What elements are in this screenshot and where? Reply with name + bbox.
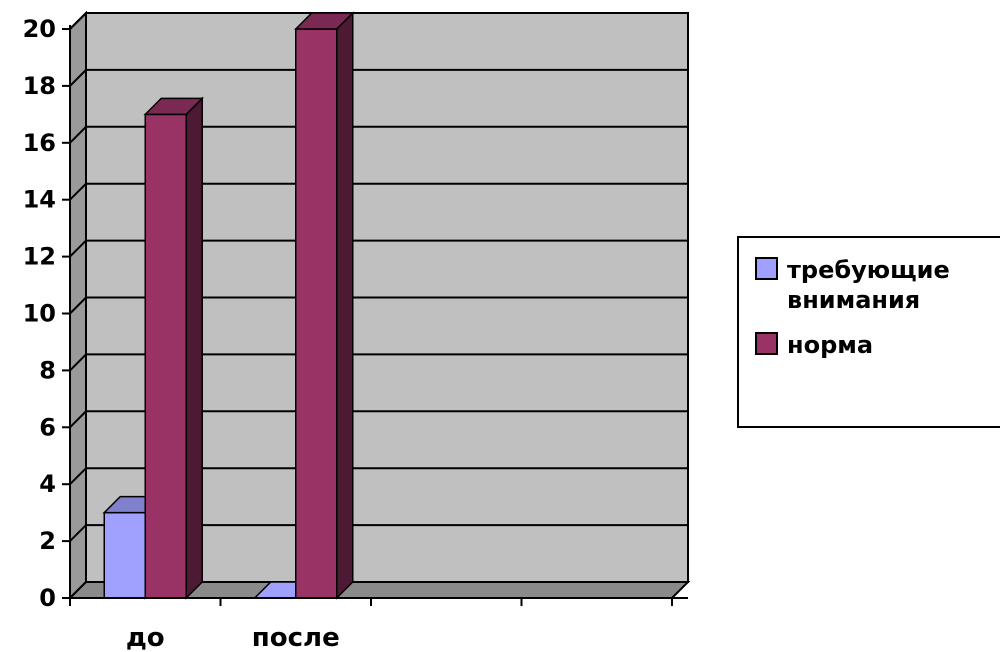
- bar-front: [295, 28, 338, 599]
- gridline: [69, 239, 688, 258]
- legend-item: норма: [755, 331, 873, 359]
- y-tick-label: 6: [39, 413, 56, 441]
- legend-label: требующие: [787, 256, 950, 284]
- gridline: [69, 68, 688, 87]
- legend-box: [737, 236, 1000, 428]
- bar: [293, 11, 355, 600]
- x-tick-label: после: [252, 623, 340, 652]
- gridline: [69, 467, 688, 485]
- y-tick-label: 16: [23, 129, 56, 157]
- y-tick-label: 20: [23, 15, 56, 43]
- bar-front: [144, 113, 187, 599]
- bar-side: [185, 96, 203, 600]
- gridline: [69, 296, 688, 315]
- y-tick-label: 8: [39, 356, 56, 384]
- y-tick-label: 2: [39, 527, 56, 555]
- bars: [102, 11, 355, 600]
- bar-top: [293, 12, 355, 30]
- gridline: [69, 125, 688, 144]
- gridline: [69, 12, 688, 30]
- y-tick-label: 12: [23, 243, 56, 271]
- gridline: [69, 524, 688, 542]
- legend-label: норма: [787, 331, 873, 359]
- legend-swatch: [755, 257, 778, 280]
- y-tick-label: 4: [39, 470, 56, 498]
- bar-top: [143, 97, 205, 116]
- bar-front: [103, 511, 146, 599]
- gridline: [69, 182, 688, 201]
- legend-label: внимания: [787, 286, 920, 314]
- axes: 0 2 4 6 8 10 12 14 16 18 20 до после: [23, 15, 688, 652]
- y-tick-label: 14: [23, 186, 56, 214]
- bar: [143, 96, 205, 600]
- y-tick-label: 10: [23, 300, 56, 328]
- legend-swatch: [755, 332, 778, 355]
- bar-side: [336, 11, 354, 600]
- gridline: [69, 353, 688, 372]
- y-tick-label: 0: [39, 584, 56, 612]
- gridline: [69, 410, 688, 429]
- y-tick-label: 18: [23, 72, 56, 100]
- x-tick-label: до: [126, 623, 165, 652]
